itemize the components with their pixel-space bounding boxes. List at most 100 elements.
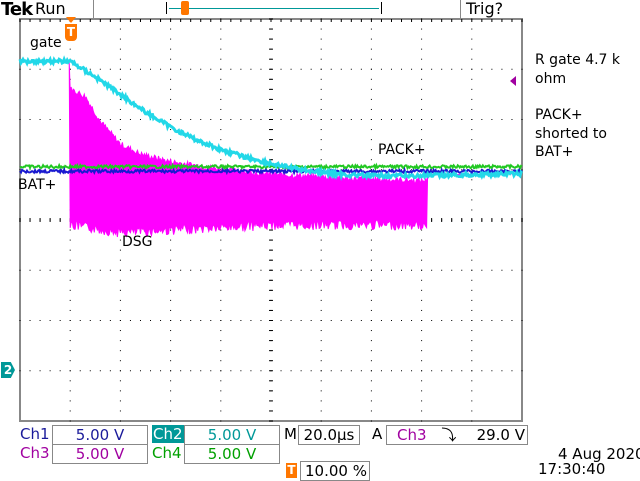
grid-dot	[451, 119, 453, 120]
grid-dot	[200, 68, 202, 70]
grid-dot	[521, 269, 523, 271]
grid-dot	[139, 68, 141, 70]
center-tick	[269, 249, 273, 251]
grid-dot	[109, 119, 111, 120]
grid-dot	[370, 350, 372, 352]
grid-dot	[119, 330, 121, 332]
ch2-ground-marker[interactable]: 2	[1, 362, 15, 378]
grid-dot	[471, 330, 473, 332]
grid-dot	[69, 309, 71, 311]
grid-dot	[119, 420, 121, 422]
center-tick	[269, 350, 273, 352]
grid-dot	[521, 119, 523, 120]
grid-dot	[370, 78, 372, 80]
grid-dot	[119, 269, 121, 271]
grid-dot	[210, 320, 212, 321]
grid-dot	[89, 269, 91, 271]
grid-dot	[290, 68, 292, 70]
ch1-scale[interactable]: 5.00 V	[52, 425, 148, 445]
ch3-label[interactable]: Ch3	[20, 444, 50, 462]
edge-tick	[119, 19, 121, 22]
grid-dot	[411, 119, 413, 120]
grid-dot	[431, 269, 433, 271]
trigger-position-marker[interactable]: T	[65, 24, 77, 41]
grid-dot	[170, 320, 172, 321]
ch1-label[interactable]: Ch1	[20, 425, 50, 443]
grid-dot	[250, 320, 252, 321]
grid-dot	[290, 269, 292, 271]
center-tick	[269, 169, 273, 171]
grid-dot	[370, 38, 372, 40]
grid-dot	[170, 259, 172, 261]
grid-dot	[320, 98, 322, 100]
grid-dot	[401, 119, 403, 120]
grid-dot	[99, 370, 101, 372]
grid-dot	[170, 68, 172, 70]
timebase[interactable]: 20.0µs	[298, 425, 360, 445]
edge-tick	[39, 19, 41, 22]
ch3-scale[interactable]: 5.00 V	[52, 444, 148, 464]
grid-dot	[330, 68, 332, 70]
grid-dot	[471, 249, 473, 251]
grid-dot	[170, 139, 172, 141]
grid-dot	[260, 320, 262, 321]
grid-dot	[119, 299, 121, 301]
center-tick	[269, 320, 273, 321]
grid-dot	[29, 269, 31, 271]
ch2-label[interactable]: Ch2	[152, 425, 184, 443]
grid-dot	[129, 320, 131, 321]
grid-dot	[109, 370, 111, 372]
ch2-scale[interactable]: 5.00 V	[184, 425, 280, 445]
center-tick	[59, 218, 61, 222]
grid-dot	[99, 68, 101, 70]
record-position-bar[interactable]	[166, 2, 382, 14]
grid-dot	[481, 119, 483, 120]
grid-dot	[370, 229, 372, 231]
grid-dot	[220, 58, 222, 60]
grid-dot	[220, 68, 222, 70]
edge-tick	[200, 19, 202, 22]
grid-dot	[119, 390, 121, 392]
grid-dot	[380, 68, 382, 70]
grid-dot	[411, 370, 413, 372]
grid-dot	[451, 68, 453, 70]
grid-dot	[471, 320, 473, 321]
grid-dot	[240, 68, 242, 70]
edge-tick	[521, 19, 523, 22]
grid-dot	[59, 370, 61, 372]
grid-dot	[401, 68, 403, 70]
grid-dot	[451, 320, 453, 321]
center-tick	[269, 78, 273, 80]
grid-dot	[350, 68, 352, 70]
trigger-arrow-icon	[66, 17, 76, 23]
grid-dot	[421, 78, 423, 80]
ch4-label[interactable]: Ch4	[152, 444, 182, 462]
grid-dot	[481, 68, 483, 70]
grid-dot	[471, 360, 473, 362]
grid-dot	[260, 119, 262, 120]
edge-tick	[431, 19, 433, 22]
grid-dot	[421, 370, 423, 372]
grid-dot	[461, 269, 463, 271]
center-tick	[269, 420, 273, 422]
grid-dot	[300, 119, 302, 120]
ch4-scale[interactable]: 5.00 V	[184, 444, 280, 464]
grid-dot	[350, 370, 352, 372]
grid-dot	[320, 108, 322, 110]
ch2-gate-trace	[18, 55, 523, 181]
waveform-traces	[18, 55, 523, 238]
grid-dot	[220, 38, 222, 40]
grid-dot	[471, 189, 473, 191]
acquisition-state[interactable]: Run	[35, 0, 66, 18]
edge-tick	[170, 19, 172, 22]
trigger-setup[interactable]: Ch3 ⤵ 29.0 V	[386, 425, 528, 445]
grid-dot	[370, 98, 372, 100]
grid-dot	[320, 28, 322, 30]
grid-dot	[69, 249, 71, 251]
center-tick	[39, 218, 41, 222]
grid-dot	[49, 68, 51, 70]
trigger-position[interactable]: 10.00 %	[300, 461, 370, 481]
grid-dot	[421, 119, 423, 120]
grid-dot	[170, 119, 172, 120]
edge-tick	[29, 19, 31, 22]
